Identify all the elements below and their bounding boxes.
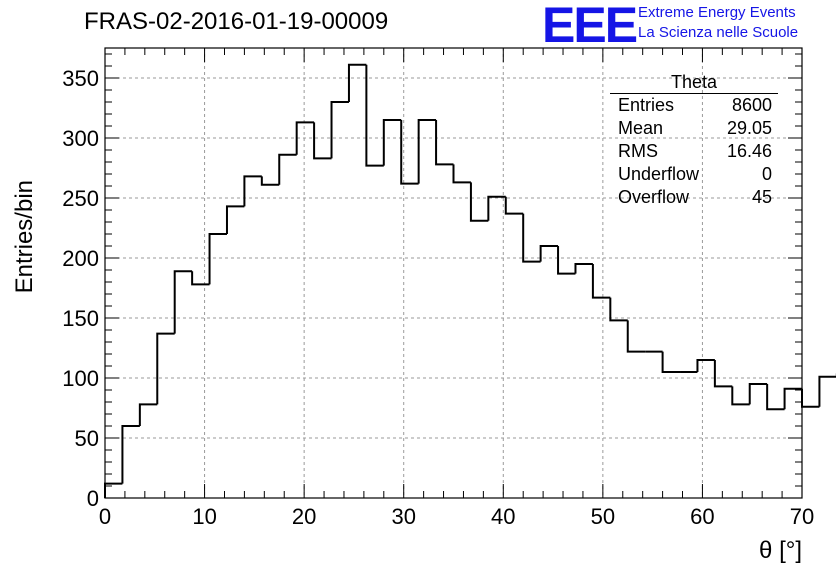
histogram-bin <box>365 64 384 167</box>
histogram-bin <box>522 213 541 263</box>
histogram-bin <box>748 383 768 405</box>
stats-row-overflow: Overflow 45 <box>610 186 778 209</box>
stats-row-mean: Mean 29.05 <box>610 117 778 140</box>
y-tick-label: 200 <box>62 246 99 271</box>
histogram-bin <box>330 101 349 159</box>
x-tick-label: 10 <box>192 504 216 529</box>
histogram-bin <box>260 176 280 186</box>
histogram-bin <box>696 359 715 372</box>
histogram-bin <box>173 270 193 334</box>
stats-value: 16.46 <box>726 141 772 161</box>
x-tick-label: 60 <box>690 504 714 529</box>
y-tick-label: 150 <box>62 306 99 331</box>
y-axis-label: Entries/bin <box>11 180 38 293</box>
plot-frame <box>104 47 803 499</box>
stats-row-underflow: Underflow 0 <box>610 163 778 186</box>
stats-box: Theta Entries 8600 Mean 29.05 RMS 16.46 … <box>610 72 778 209</box>
stats-row-rms: RMS 16.46 <box>610 140 778 163</box>
stats-value: 29.05 <box>726 118 772 138</box>
y-tick-label: 0 <box>87 486 99 511</box>
y-tick-label: 250 <box>62 186 99 211</box>
stats-value: 0 <box>761 164 772 184</box>
histogram-bin <box>609 297 628 322</box>
axes <box>104 47 803 499</box>
logo-line-2: La Scienza nelle Scuole <box>638 24 799 41</box>
x-axis-ticks: 0 10 20 30 40 50 60 70 <box>99 48 814 529</box>
x-tick-label: 30 <box>391 504 415 529</box>
histogram-bin <box>487 195 506 221</box>
histogram-bin <box>731 386 750 406</box>
stats-value: 8600 <box>731 95 772 115</box>
histogram-bin <box>539 245 559 262</box>
x-tick-label: 50 <box>591 504 615 529</box>
histogram-bin <box>400 120 419 185</box>
y-tick-label: 50 <box>75 426 99 451</box>
histogram-bin <box>313 122 332 160</box>
y-axis-ticks: 0 50 100 150 200 250 300 350 <box>62 53 802 511</box>
histogram-bin <box>225 205 245 234</box>
histogram-bin <box>801 388 820 408</box>
stats-name: Theta <box>610 72 778 94</box>
stats-value: 45 <box>751 187 772 207</box>
x-tick-label: 20 <box>292 504 316 529</box>
histogram-bin <box>557 246 576 275</box>
histogram-bin <box>504 196 524 215</box>
stats-label: Mean <box>618 118 664 138</box>
chart-title: FRAS-02-2016-01-19-00009 <box>84 8 389 35</box>
x-axis-label: θ [°] <box>759 537 802 564</box>
histogram-bin <box>661 351 681 373</box>
histogram-bin <box>382 119 402 166</box>
x-tick-label: 70 <box>790 504 814 529</box>
histogram-bin <box>435 120 454 166</box>
histogram-bin <box>121 425 140 484</box>
histogram-bin <box>452 164 471 184</box>
histogram-bin <box>243 175 262 207</box>
stats-label: Entries <box>618 95 675 115</box>
histogram-bin <box>417 119 437 184</box>
histogram-bin <box>818 375 836 407</box>
y-tick-label: 350 <box>62 66 99 91</box>
stats-label: Underflow <box>618 164 700 184</box>
histogram-bin <box>783 387 802 410</box>
logo-line-1: Extreme Energy Events <box>638 4 796 21</box>
histogram-bin <box>626 320 646 353</box>
eee-logo: EEE <box>542 0 638 53</box>
histogram-bin <box>469 182 489 222</box>
stats-label: Overflow <box>618 187 690 207</box>
x-tick-label: 40 <box>491 504 515 529</box>
y-tick-label: 300 <box>62 126 99 151</box>
histogram-bin <box>138 403 158 426</box>
grid-lines <box>105 48 802 498</box>
stats-row-entries: Entries 8600 <box>610 94 778 117</box>
x-tick-label: 0 <box>99 504 111 529</box>
histogram-bin <box>156 332 175 405</box>
histogram-bin <box>208 233 227 285</box>
histogram-bin <box>278 153 297 185</box>
histogram-bin <box>766 384 785 411</box>
stats-label: RMS <box>618 141 658 161</box>
histogram-bin <box>347 63 367 102</box>
histogram-bin <box>574 263 593 274</box>
y-tick-label: 100 <box>62 366 99 391</box>
histogram-bin <box>713 360 733 388</box>
histogram-bin <box>295 121 315 155</box>
histogram-bin <box>591 264 611 299</box>
histogram-bin <box>191 271 210 286</box>
